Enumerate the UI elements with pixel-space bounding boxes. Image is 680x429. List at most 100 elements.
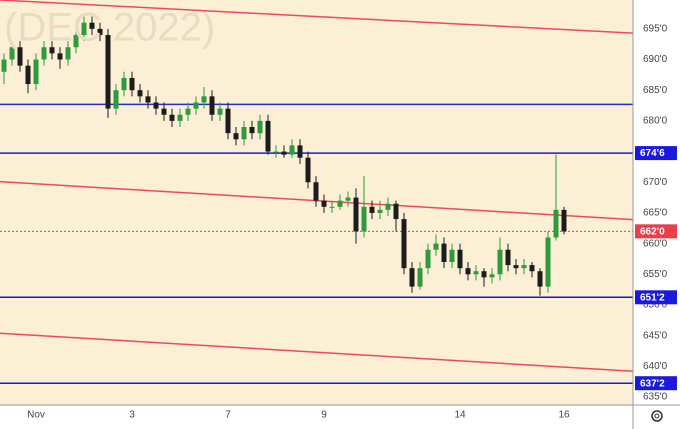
candle-body	[369, 206, 375, 213]
trend-line	[0, 0, 634, 34]
candle-body	[401, 219, 407, 269]
candle-body	[25, 65, 31, 85]
candle-body	[537, 271, 543, 287]
x-tick-label: 3	[129, 410, 135, 421]
candle-body	[185, 108, 191, 115]
candle-body	[137, 90, 143, 97]
y-tick-label: 650'0	[643, 300, 668, 311]
y-tick-label: 645'0	[643, 330, 668, 341]
candle-body	[73, 34, 79, 48]
candle-body	[89, 22, 95, 29]
level-label-box	[635, 224, 677, 239]
candle-body	[513, 265, 519, 269]
candle-body	[545, 237, 551, 287]
candle-body	[473, 271, 479, 275]
candle-body	[289, 145, 295, 155]
candle-body	[353, 197, 359, 232]
trend-line	[0, 332, 634, 372]
y-tick-label: 635'0	[643, 392, 668, 403]
settings-icon[interactable]	[651, 410, 663, 422]
x-tick-label: 14	[454, 410, 466, 421]
candle-body	[113, 90, 119, 109]
candle-body	[1, 59, 7, 72]
candle-body	[457, 249, 463, 269]
candle-body	[393, 203, 399, 220]
candle-body	[121, 77, 127, 91]
y-tick-label: 670'0	[643, 177, 668, 188]
x-tick-label: 16	[558, 410, 570, 421]
candle-body	[361, 206, 367, 232]
candle-body	[161, 108, 167, 115]
candle-body	[129, 77, 135, 91]
candle-body	[81, 22, 87, 35]
candle-body	[177, 114, 183, 121]
x-tick-label: Nov	[27, 410, 45, 421]
candle-body	[265, 120, 271, 152]
candle-body	[561, 209, 567, 232]
candle-body	[9, 47, 15, 60]
candle-body	[209, 96, 215, 115]
candle-body	[41, 47, 47, 60]
y-tick-label: 660'0	[643, 238, 668, 249]
candle-body	[153, 102, 159, 109]
candle-body	[201, 96, 207, 103]
candle-body	[33, 59, 39, 85]
level-label: 674'6	[640, 148, 665, 159]
price-axis	[633, 0, 680, 429]
candle-body	[305, 157, 311, 183]
candle-body	[273, 151, 279, 153]
candle-body	[233, 133, 239, 140]
candle-body	[377, 209, 383, 213]
candle-body	[553, 209, 559, 238]
candle-body	[313, 182, 319, 201]
candle-body	[257, 120, 263, 134]
level-label-box	[635, 290, 677, 305]
x-tick-label: 7	[225, 410, 231, 421]
y-tick-label: 640'0	[643, 361, 668, 372]
candle-body	[521, 265, 527, 269]
candle-body	[57, 53, 63, 60]
candle-body	[497, 249, 503, 275]
level-label: 637'2	[640, 378, 665, 389]
candle-body	[505, 249, 511, 266]
y-tick-label: 685'0	[643, 85, 668, 96]
candle-body	[217, 108, 223, 115]
candle-body	[17, 47, 23, 66]
candle-body	[225, 108, 231, 134]
y-tick-label: 655'0	[643, 269, 668, 280]
candle-body	[345, 197, 351, 201]
candle-body	[337, 200, 343, 207]
level-label-box	[635, 376, 677, 391]
watermark: (DEC 2022)	[4, 6, 215, 50]
candle-body	[105, 34, 111, 109]
candle-body	[193, 102, 199, 109]
candle-body	[529, 265, 535, 272]
candle-body	[281, 151, 287, 155]
candle-body	[409, 268, 415, 287]
candle-body	[329, 206, 335, 208]
x-tick-label: 9	[321, 410, 327, 421]
candle-body	[169, 114, 175, 121]
level-label: 662'0	[640, 226, 665, 237]
y-tick-label: 665'0	[643, 208, 668, 219]
candle-body	[481, 271, 487, 278]
level-label-box	[635, 146, 677, 161]
y-tick-label: 695'0	[643, 23, 668, 34]
y-tick-label: 690'0	[643, 54, 668, 65]
candle-body	[49, 47, 55, 54]
candle-body	[321, 200, 327, 207]
candle-body	[249, 127, 255, 134]
candle-body	[489, 274, 495, 278]
candle-body	[297, 145, 303, 158]
time-axis	[0, 405, 633, 429]
candle-body	[449, 249, 455, 263]
candle-body	[417, 268, 423, 287]
candle-body	[425, 249, 431, 269]
candle-body	[465, 268, 471, 275]
candle-body	[145, 96, 151, 103]
candle-body	[385, 203, 391, 210]
candle-body	[433, 243, 439, 250]
candle-body	[65, 47, 71, 60]
candle-body	[441, 243, 447, 263]
candle-body	[241, 127, 247, 140]
